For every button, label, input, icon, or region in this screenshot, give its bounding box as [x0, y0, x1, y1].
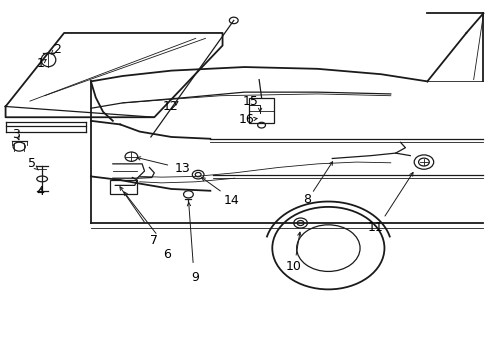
Text: 15: 15: [242, 95, 258, 108]
Text: 5: 5: [28, 157, 36, 170]
Text: 6: 6: [163, 248, 171, 261]
Bar: [110, 180, 137, 194]
Text: 13: 13: [174, 162, 189, 175]
Text: 7: 7: [150, 234, 158, 247]
Text: 14: 14: [223, 194, 239, 207]
Text: 11: 11: [366, 221, 382, 234]
Text: 12: 12: [162, 100, 178, 113]
Text: 2: 2: [53, 42, 61, 55]
Text: 16: 16: [239, 113, 254, 126]
Text: 4: 4: [37, 185, 44, 198]
Text: 3: 3: [12, 127, 20, 141]
Text: 8: 8: [302, 193, 310, 206]
Text: 9: 9: [190, 271, 198, 284]
Text: 10: 10: [285, 260, 301, 273]
Text: 1: 1: [37, 57, 44, 70]
